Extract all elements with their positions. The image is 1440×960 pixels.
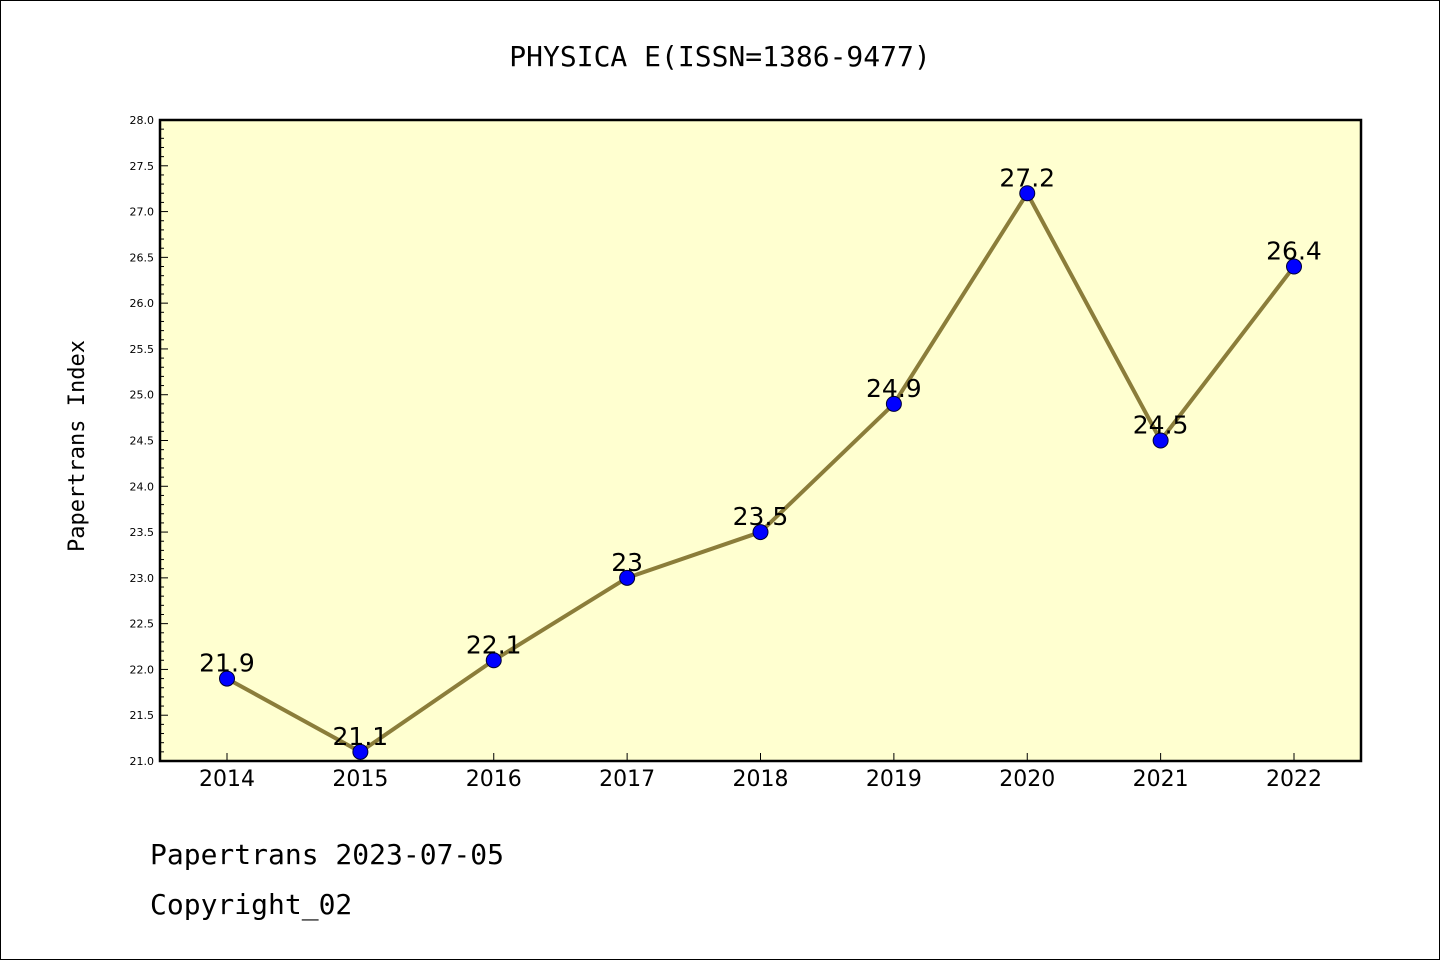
x-tick-label: 2022 [1266,767,1322,792]
x-tick-label: 2015 [332,767,388,792]
x-tick-label: 2017 [599,767,655,792]
x-tick-label: 2019 [866,767,922,792]
y-axis-label: Papertrans Index [65,340,90,552]
x-tick-label: 2020 [999,767,1055,792]
data-label: 23.5 [733,502,789,531]
y-tick-label: 22.0 [130,663,155,676]
data-label: 24.9 [866,374,922,403]
plot-area [158,118,1363,763]
y-tick-label: 24.0 [130,480,155,493]
data-point [1152,432,1169,449]
y-tick-label: 26.0 [130,297,155,310]
y-tick-label: 21.0 [130,755,155,768]
y-tick-label: 23.0 [130,572,155,585]
y-tick-label: 21.5 [130,709,155,722]
data-point [219,670,235,687]
data-point [352,743,369,760]
y-tick-label: 25.5 [130,343,155,356]
data-point [619,569,636,586]
data-label: 21.1 [333,722,389,751]
x-axis: 2014 2015 2016 2017 2018 2019 2020 2021 2022 [199,753,1322,792]
y-tick-label: 23.5 [130,526,155,539]
data-point [885,395,902,412]
data-label: 24.5 [1133,411,1189,440]
data-point [485,652,502,669]
data-label: 21.9 [199,649,255,678]
y-axis: 21.0 21.5 22.0 22.5 23.0 23.5 24.0 24.5 25.0 25.5… [130,114,168,768]
y-tick-label: 26.5 [130,251,155,264]
x-tick-label: 2021 [1133,767,1189,792]
chart-title: PHYSICA E(ISSN=1386-9477) [509,40,930,73]
x-tick-label: 2014 [199,767,255,792]
data-point [752,524,769,541]
data-label: 26.4 [1266,237,1322,266]
y-tick-label: 24.5 [130,435,155,448]
x-tick-label: 2018 [733,767,789,792]
data-label: 22.1 [466,630,522,659]
data-label: 23 [611,548,643,577]
y-tick-label: 27.0 [130,206,155,219]
x-tick-label: 2016 [466,767,522,792]
data-label: 27.2 [999,163,1055,192]
y-tick-label: 28.0 [130,114,155,127]
y-tick-label: 22.5 [130,618,155,631]
y-tick-label: 25.0 [130,389,155,402]
data-point [1286,258,1302,275]
y-tick-label: 27.5 [130,160,155,173]
data-point [1019,185,1036,202]
series-group: 21.9 21.1 22.1 23 23.5 24.9 27.2 24.5 26.4 [199,163,1322,760]
